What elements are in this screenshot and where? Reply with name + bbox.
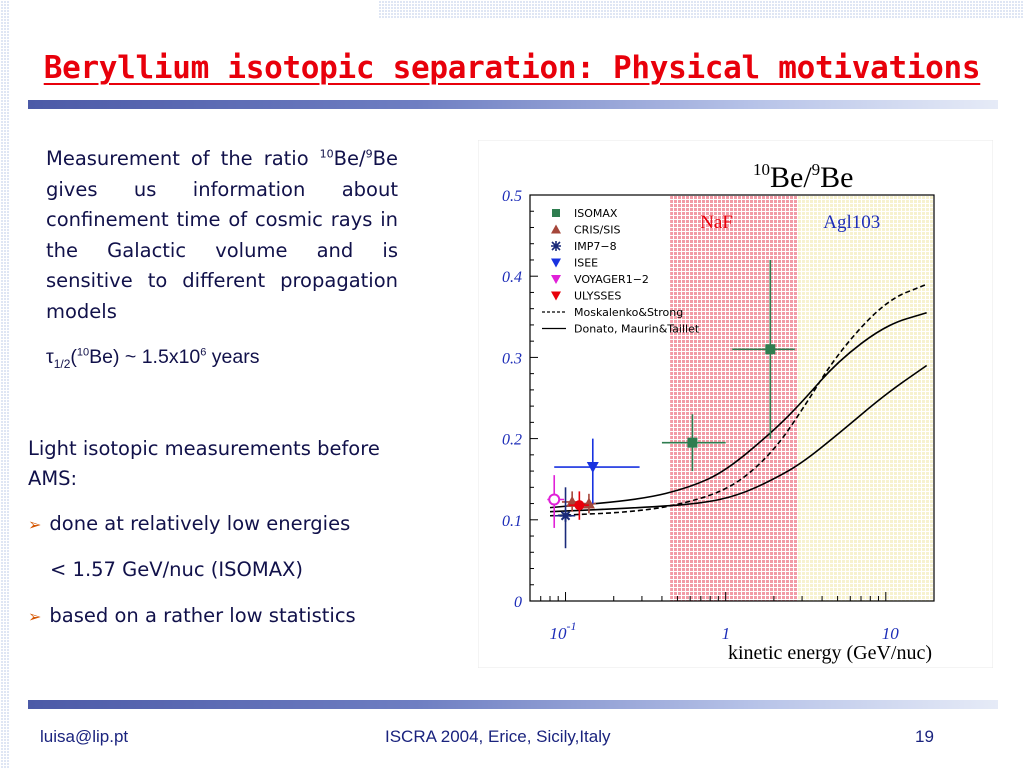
data-point-imp7-8-0 <box>554 487 576 549</box>
y-tick-label: 0.3 <box>502 350 522 367</box>
paragraph-prefix: Measurement of the ratio <box>46 147 309 170</box>
data-point-ulysses-0 <box>568 491 589 520</box>
marker-circle-open <box>548 493 561 506</box>
legend-label: ISOMAX <box>574 207 618 220</box>
legend-entry-7: Donato, Maurin&Taillet <box>542 323 700 336</box>
legend-entry-5: ULYSSES <box>551 290 621 303</box>
slide-title: Beryllium isotopic separation: Physical … <box>43 50 981 86</box>
x-axis-label: kinetic energy (GeV/nuc) <box>728 642 932 664</box>
chart-title-mass2: 9 <box>812 160 821 179</box>
arrow-bullet-icon: ➢ <box>28 607 42 626</box>
chart-title: 10Be/9Be <box>753 160 854 194</box>
be10-mass: 10 <box>319 147 334 161</box>
bullet-text: based on a rather low statistics <box>49 604 356 627</box>
be10-text: Be/ <box>333 147 366 170</box>
region-label-naf: NaF <box>700 212 733 233</box>
legend-label: ISEE <box>574 257 598 270</box>
header-pattern <box>378 0 1024 18</box>
legend-entry-6: Moskalenko&Strong <box>542 306 683 319</box>
bullet-isomax-limit: < 1.57 GeV/nuc (ISOMAX) <box>50 558 303 581</box>
legend-entry-1: CRIS/SIS <box>551 224 620 237</box>
legend-entry-0: ISOMAX <box>552 207 618 220</box>
y-tick-label: 0 <box>514 594 522 611</box>
title-rule <box>28 100 998 109</box>
halflife-value: Be) ~ 1.5x10 <box>89 346 201 368</box>
intro-paragraph: Measurement of the ratio 10Be/9Be gives … <box>46 144 398 327</box>
marker-star <box>559 509 572 522</box>
marker-square <box>765 344 776 355</box>
bullet-text: < 1.57 GeV/nuc (ISOMAX) <box>50 558 304 581</box>
data-point-isomax-1 <box>732 259 795 439</box>
model-curve-2 <box>549 364 928 513</box>
region-naf <box>670 195 798 601</box>
legend-marker <box>551 291 561 301</box>
be-ratio-chart: NaF Agl103 0 0.1 0.2 0.3 0.4 0.5 10-1 1 10 ISOMAX… <box>478 140 993 668</box>
halflife-line: τ1/2(10Be) ~ 1.5x106 years <box>46 346 260 371</box>
slide-edge-pattern <box>0 0 10 768</box>
legend-entry-2: IMP7−8 <box>551 240 617 253</box>
halflife-mass: 10 <box>76 346 90 359</box>
region-label-agl103: Agl103 <box>823 212 880 233</box>
legend-label: Moskalenko&Strong <box>574 306 683 319</box>
paragraph-rest: Be gives us information about confinemen… <box>46 147 398 323</box>
legend-label: CRIS/SIS <box>574 224 620 237</box>
footer-rule <box>28 700 998 709</box>
bullet-low-statistics: ➢ based on a rather low statistics <box>28 604 356 627</box>
tau-subscript: 1/2 <box>53 356 71 371</box>
legend-marker <box>551 258 561 268</box>
legend-label: ULYSSES <box>574 290 621 303</box>
legend-marker <box>551 275 561 284</box>
y-tick-label: 0.1 <box>502 513 522 530</box>
x-tick-label: 10-1 <box>550 619 577 643</box>
plot-frame <box>529 194 935 602</box>
light-heading: Light isotopic measurements before AMS: <box>28 437 380 490</box>
legend-marker <box>551 241 561 251</box>
y-tick-label: 0.5 <box>502 188 522 205</box>
chart-title-el1: Be/ <box>770 161 812 194</box>
tau-symbol: τ <box>46 346 54 368</box>
halflife-unit: years <box>206 346 260 368</box>
x-tick-label: 10 <box>882 624 900 643</box>
marker-square <box>687 437 698 448</box>
legend-marker <box>552 209 560 217</box>
marker-triangle-down <box>586 462 599 474</box>
data-point-isee-0 <box>554 438 640 504</box>
model-curve-1 <box>549 311 927 509</box>
footer-email: luisa@lip.pt <box>40 727 129 746</box>
chart-title-el2: Be <box>820 161 853 194</box>
be9-mass: 9 <box>365 147 373 161</box>
y-tick-label: 0.2 <box>502 432 522 449</box>
arrow-bullet-icon: ➢ <box>28 515 42 534</box>
bullet-low-energies: ➢ done at relatively low energies <box>28 512 350 535</box>
legend-entry-4: VOYAGER1−2 <box>551 273 649 286</box>
region-agl103 <box>797 195 934 601</box>
chart-title-mass1: 10 <box>753 160 770 179</box>
footer-conference: ISCRA 2004, Erice, Sicily,Italy <box>385 727 611 746</box>
legend-label: IMP7−8 <box>574 240 617 253</box>
footer-page-number: 19 <box>915 727 934 746</box>
marker-circle <box>574 500 585 511</box>
y-tick-label: 0.4 <box>502 269 522 286</box>
legend-marker <box>551 224 561 234</box>
model-curve-0 <box>549 283 927 517</box>
halflife-exponent: 6 <box>200 346 207 359</box>
data-point-voyager1-2-0 <box>547 475 565 528</box>
x-tick-label: 1 <box>722 624 731 643</box>
halflife-open: ( <box>70 346 77 368</box>
legend-label: VOYAGER1−2 <box>574 273 649 286</box>
data-point-isomax-0 <box>661 414 726 472</box>
legend-entry-3: ISEE <box>551 257 598 270</box>
legend-label: Donato, Maurin&Taillet <box>574 323 700 336</box>
bullet-text: done at relatively low energies <box>49 512 351 535</box>
